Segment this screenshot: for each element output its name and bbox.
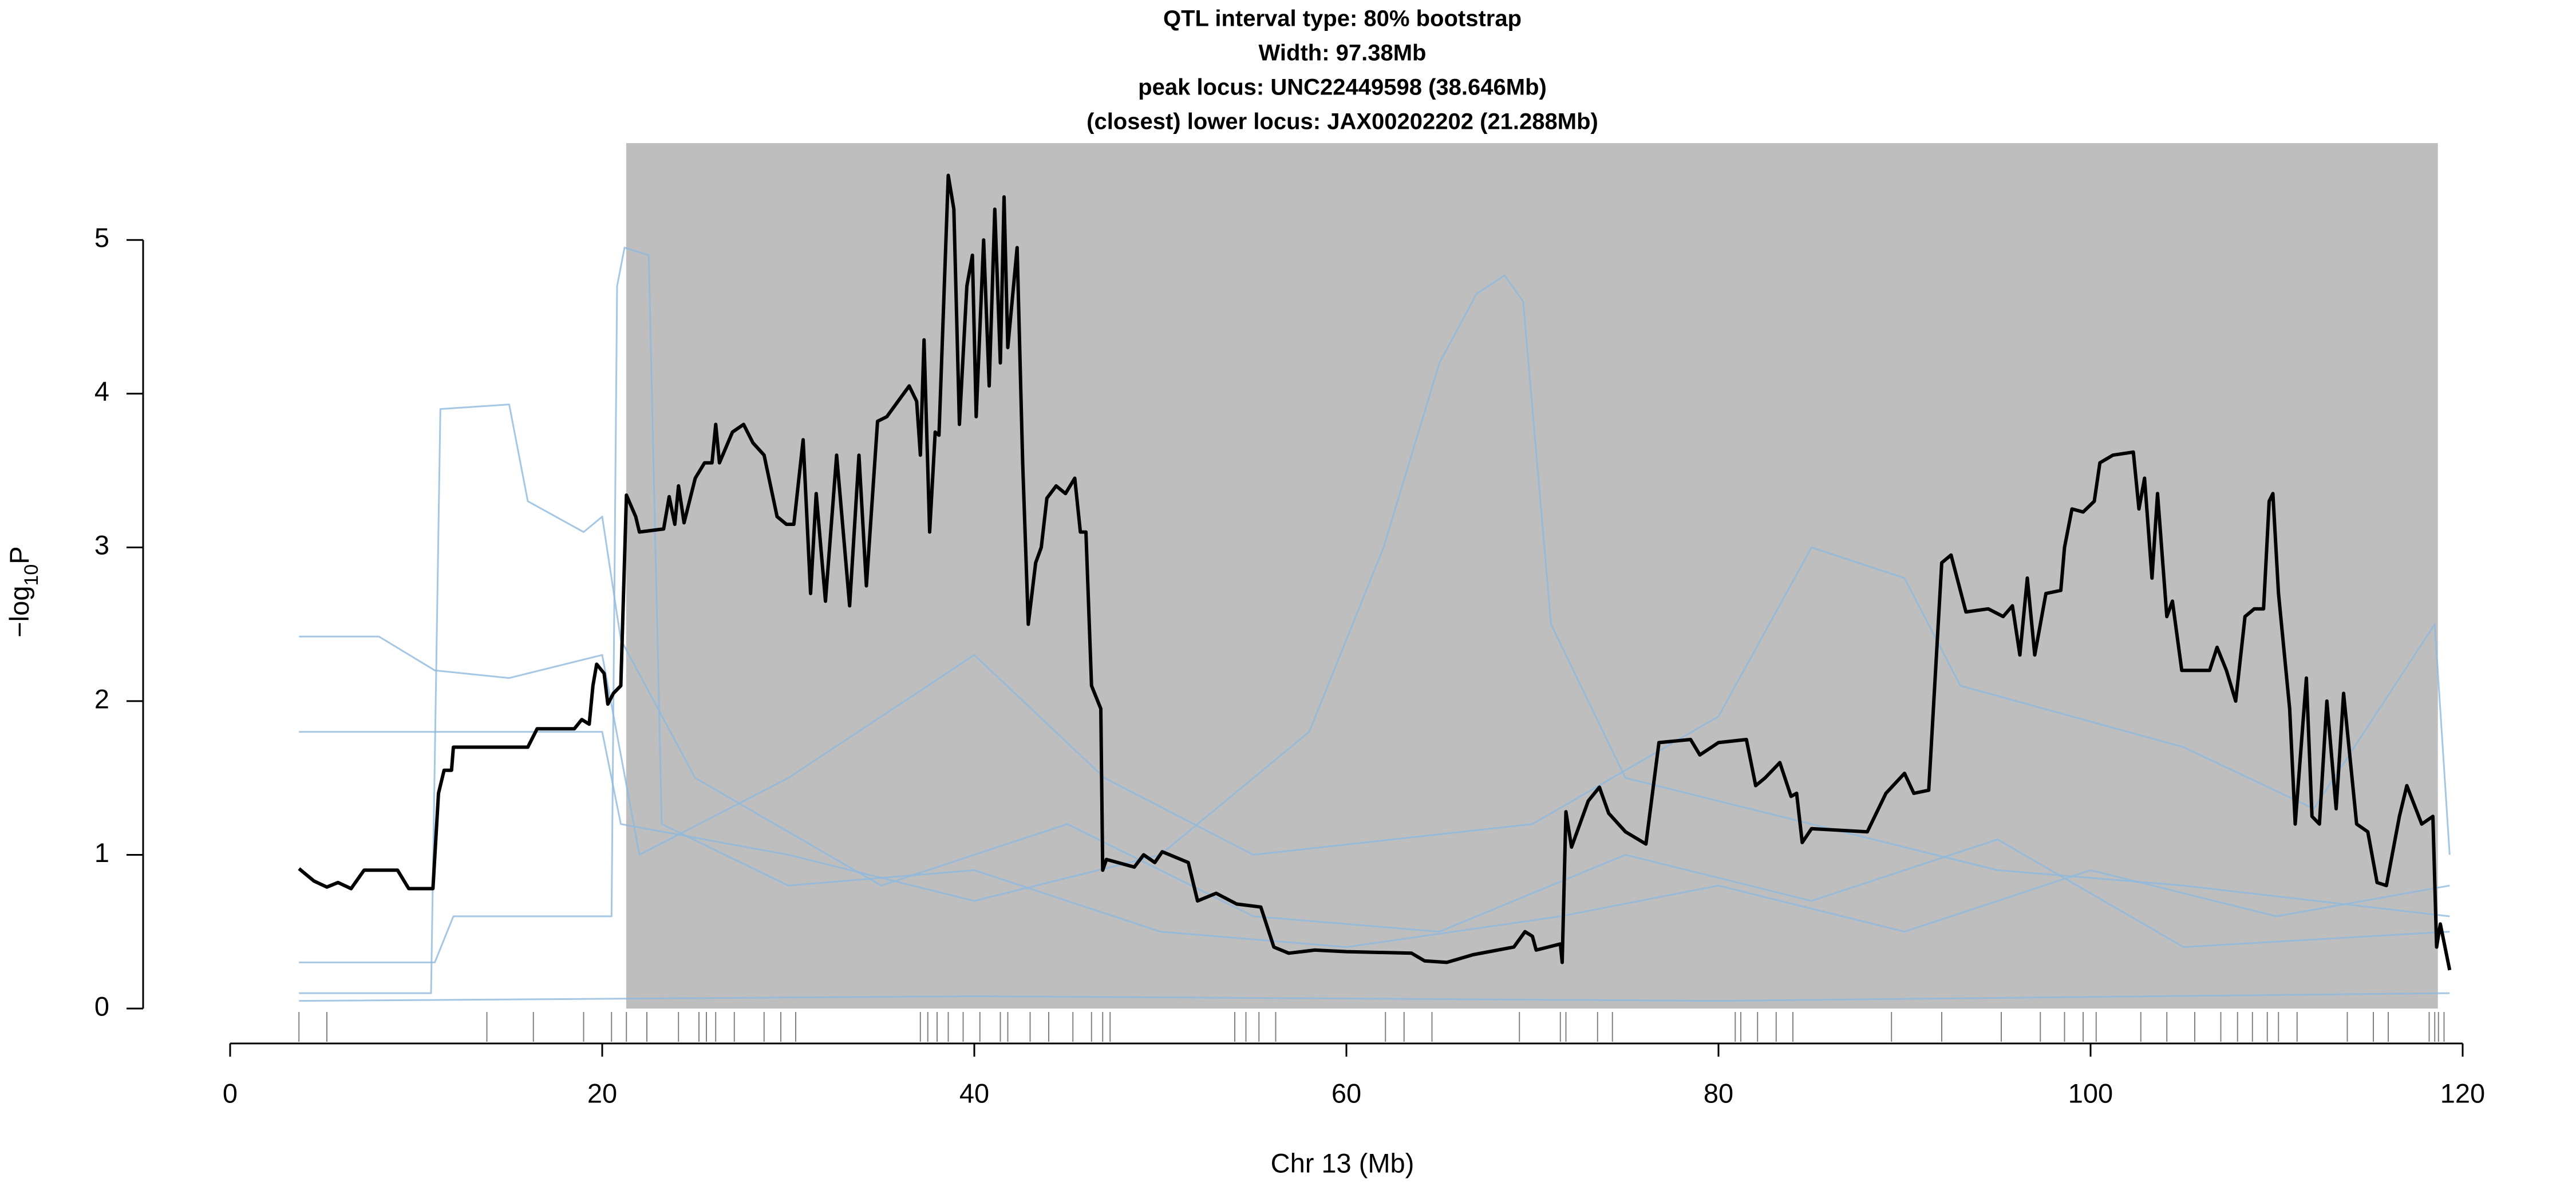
lod-curve — [298, 173, 2452, 971]
x-tick-label: 100 — [2068, 1078, 2113, 1108]
y-tick-label: 1 — [94, 837, 109, 868]
x-tick-label: 40 — [959, 1078, 989, 1108]
y-tick-label: 0 — [94, 991, 109, 1021]
y-tick-label: 2 — [94, 683, 109, 714]
y-axis-label: −log10P — [4, 546, 42, 637]
permutation-curve — [299, 404, 2450, 994]
y-label-text: −log — [4, 586, 34, 638]
permutation-curve — [299, 992, 2450, 1002]
chart-title: QTL interval type: 80% bootstrap — [1163, 6, 1522, 31]
chart-title: Width: 97.38Mb — [1259, 41, 1427, 66]
chart-title: (closest) lower locus: JAX00202202 (21.2… — [1086, 109, 1598, 135]
y-label-subscript: 10 — [21, 564, 42, 586]
x-tick-label: 20 — [587, 1078, 617, 1108]
x-tick-label: 60 — [1332, 1078, 1361, 1108]
y-label-text: P — [4, 546, 34, 564]
y-tick-label: 3 — [94, 530, 109, 560]
x-tick-label: 0 — [223, 1078, 238, 1108]
x-tick-label: 80 — [1704, 1078, 1733, 1108]
x-axis-label: Chr 13 (Mb) — [1271, 1148, 1415, 1178]
interval-band — [626, 143, 2438, 1009]
title-block: QTL interval type: 80% bootstrap Width: 9… — [1086, 6, 1598, 135]
permutation-curve — [299, 546, 2451, 856]
chart-title: peak locus: UNC22449598 (38.646Mb) — [1138, 75, 1547, 100]
x-tick-label: 120 — [2440, 1078, 2485, 1108]
y-tick-label: 4 — [94, 376, 109, 406]
y-tick-label: 5 — [94, 223, 109, 253]
